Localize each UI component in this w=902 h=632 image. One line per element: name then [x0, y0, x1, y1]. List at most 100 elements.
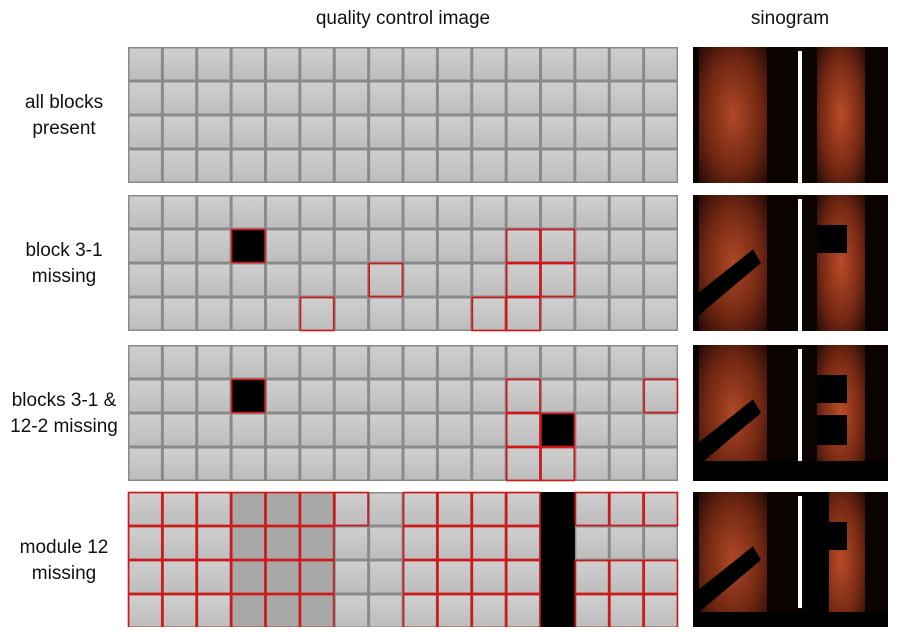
- block: [645, 117, 676, 148]
- sinogram-gap: [817, 225, 847, 253]
- block: [301, 197, 332, 228]
- block: [198, 562, 229, 593]
- row-label: present: [32, 118, 96, 139]
- block: [336, 596, 367, 627]
- block: [645, 49, 676, 80]
- block: [611, 596, 642, 627]
- block: [130, 562, 161, 593]
- missing-block: [541, 526, 575, 560]
- block: [576, 562, 607, 593]
- block: [164, 449, 195, 480]
- block: [267, 231, 298, 262]
- block: [405, 49, 436, 80]
- sinogram-gap: [805, 492, 829, 627]
- block: [439, 83, 470, 114]
- block: [130, 265, 161, 296]
- block: [198, 449, 229, 480]
- block: [611, 528, 642, 559]
- block: [370, 415, 401, 446]
- row-label: blocks 3-1 &: [12, 390, 117, 411]
- block: [576, 528, 607, 559]
- block: [576, 83, 607, 114]
- block: [130, 347, 161, 378]
- block: [542, 83, 573, 114]
- block: [130, 299, 161, 330]
- block: [301, 596, 332, 627]
- block: [301, 231, 332, 262]
- block: [473, 347, 504, 378]
- block: [198, 231, 229, 262]
- block: [130, 151, 161, 182]
- block: [576, 415, 607, 446]
- block: [542, 231, 573, 262]
- block: [439, 528, 470, 559]
- block: [439, 381, 470, 412]
- block: [301, 415, 332, 446]
- block: [405, 83, 436, 114]
- block: [473, 299, 504, 330]
- block: [405, 151, 436, 182]
- block: [508, 494, 539, 525]
- block: [301, 494, 332, 525]
- sinogram-line: [798, 51, 802, 183]
- block: [508, 562, 539, 593]
- block: [301, 449, 332, 480]
- block: [611, 83, 642, 114]
- block: [439, 49, 470, 80]
- block: [370, 347, 401, 378]
- block: [336, 299, 367, 330]
- block: [439, 299, 470, 330]
- block: [473, 596, 504, 627]
- missing-block: [541, 560, 575, 594]
- block: [473, 562, 504, 593]
- block: [301, 562, 332, 593]
- block: [301, 381, 332, 412]
- block: [336, 197, 367, 228]
- missing-block: [231, 229, 265, 263]
- block: [233, 117, 264, 148]
- block: [198, 528, 229, 559]
- block: [130, 449, 161, 480]
- block: [267, 494, 298, 525]
- block: [164, 197, 195, 228]
- block: [233, 151, 264, 182]
- block: [439, 347, 470, 378]
- block: [576, 347, 607, 378]
- block: [611, 151, 642, 182]
- block: [508, 265, 539, 296]
- block: [164, 494, 195, 525]
- block: [267, 528, 298, 559]
- block: [233, 83, 264, 114]
- block: [611, 299, 642, 330]
- block: [508, 381, 539, 412]
- block: [267, 265, 298, 296]
- block: [198, 381, 229, 412]
- block: [611, 494, 642, 525]
- block: [267, 117, 298, 148]
- block: [267, 596, 298, 627]
- block: [233, 49, 264, 80]
- block: [370, 299, 401, 330]
- block: [301, 265, 332, 296]
- qc-header: quality control image: [316, 8, 490, 29]
- block: [233, 596, 264, 627]
- block: [611, 347, 642, 378]
- block: [336, 117, 367, 148]
- block: [301, 528, 332, 559]
- block: [267, 449, 298, 480]
- block: [164, 117, 195, 148]
- block: [164, 562, 195, 593]
- block: [198, 299, 229, 330]
- block: [336, 494, 367, 525]
- block: [130, 49, 161, 80]
- block: [508, 231, 539, 262]
- block: [439, 231, 470, 262]
- block: [576, 197, 607, 228]
- block: [508, 299, 539, 330]
- sinogram-band: [817, 345, 865, 481]
- block: [542, 197, 573, 228]
- sinogram-gap: [817, 415, 847, 445]
- row-label: missing: [32, 563, 96, 584]
- block: [645, 494, 676, 525]
- block: [645, 381, 676, 412]
